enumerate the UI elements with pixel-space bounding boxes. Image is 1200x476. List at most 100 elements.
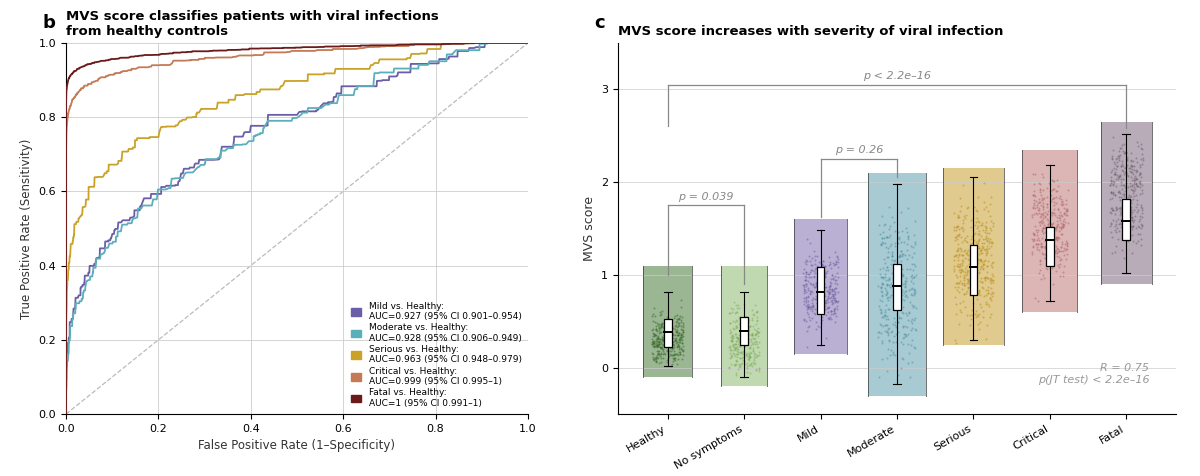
Point: [1024, 205, 1043, 212]
Point: [1034, 224, 1054, 232]
Point: [826, 290, 845, 298]
Point: [954, 274, 973, 282]
Point: [946, 336, 965, 344]
Point: [892, 297, 911, 305]
Point: [1117, 204, 1136, 212]
Point: [806, 299, 826, 307]
Point: [1132, 241, 1151, 249]
Point: [1050, 193, 1069, 200]
Point: [1117, 197, 1136, 204]
Point: [1114, 231, 1133, 238]
Point: [1048, 249, 1067, 257]
Point: [811, 305, 830, 312]
Point: [746, 338, 766, 346]
Point: [728, 340, 748, 347]
Point: [1112, 162, 1132, 169]
Point: [1127, 166, 1146, 174]
Point: [1126, 154, 1145, 161]
Point: [1121, 197, 1140, 204]
Point: [1115, 164, 1134, 171]
Point: [649, 340, 668, 348]
Point: [971, 246, 990, 253]
Point: [826, 309, 845, 317]
Point: [1110, 173, 1129, 181]
Point: [1118, 193, 1138, 201]
Point: [646, 331, 665, 339]
Point: [648, 335, 667, 342]
Point: [644, 338, 664, 346]
Point: [1056, 208, 1075, 215]
Point: [808, 253, 827, 260]
Point: [812, 316, 832, 324]
Point: [1126, 180, 1145, 188]
Point: [954, 248, 973, 255]
Point: [973, 219, 992, 227]
Point: [796, 268, 815, 276]
Point: [748, 317, 767, 325]
Point: [726, 357, 745, 365]
Point: [654, 341, 673, 348]
Point: [746, 327, 766, 334]
Point: [872, 212, 892, 220]
Point: [954, 217, 973, 224]
Point: [673, 328, 692, 336]
Point: [666, 328, 685, 336]
Point: [1122, 157, 1141, 164]
Text: b: b: [42, 14, 55, 32]
Point: [1103, 206, 1122, 214]
Point: [1121, 204, 1140, 211]
Point: [727, 357, 746, 365]
Point: [666, 335, 685, 342]
Point: [1036, 212, 1055, 220]
Point: [643, 310, 662, 317]
Point: [1105, 170, 1124, 178]
Point: [671, 303, 690, 310]
Point: [1032, 195, 1051, 202]
Point: [880, 336, 899, 344]
Point: [726, 356, 745, 364]
Point: [959, 204, 978, 211]
Point: [977, 286, 996, 293]
Point: [902, 301, 922, 309]
Point: [904, 279, 923, 287]
Point: [658, 339, 677, 347]
Point: [810, 287, 829, 295]
Point: [1110, 172, 1129, 180]
Point: [966, 313, 985, 321]
Point: [666, 317, 685, 325]
Point: [1109, 236, 1128, 243]
Point: [973, 284, 992, 292]
Point: [960, 284, 979, 291]
Point: [796, 286, 815, 294]
Point: [944, 265, 964, 273]
Point: [1128, 222, 1147, 230]
Point: [746, 330, 766, 338]
Point: [1043, 243, 1062, 251]
Point: [734, 341, 754, 348]
Point: [796, 280, 815, 288]
Point: [1044, 248, 1063, 256]
Point: [884, 274, 904, 281]
Point: [898, 265, 917, 273]
Point: [804, 309, 823, 317]
Point: [1046, 242, 1066, 250]
Point: [870, 296, 889, 304]
Point: [720, 363, 739, 371]
Point: [794, 265, 814, 273]
Point: [1040, 220, 1060, 228]
Point: [1025, 210, 1044, 218]
Point: [826, 279, 845, 287]
Point: [896, 287, 916, 295]
Point: [1046, 224, 1066, 232]
Point: [954, 268, 973, 275]
Point: [1048, 222, 1067, 229]
Point: [814, 310, 833, 317]
Point: [982, 251, 1001, 259]
Point: [1115, 170, 1134, 178]
Point: [883, 283, 902, 291]
Point: [974, 292, 994, 299]
Point: [737, 352, 756, 359]
Point: [1032, 226, 1051, 234]
Point: [671, 345, 690, 352]
Point: [952, 245, 971, 252]
